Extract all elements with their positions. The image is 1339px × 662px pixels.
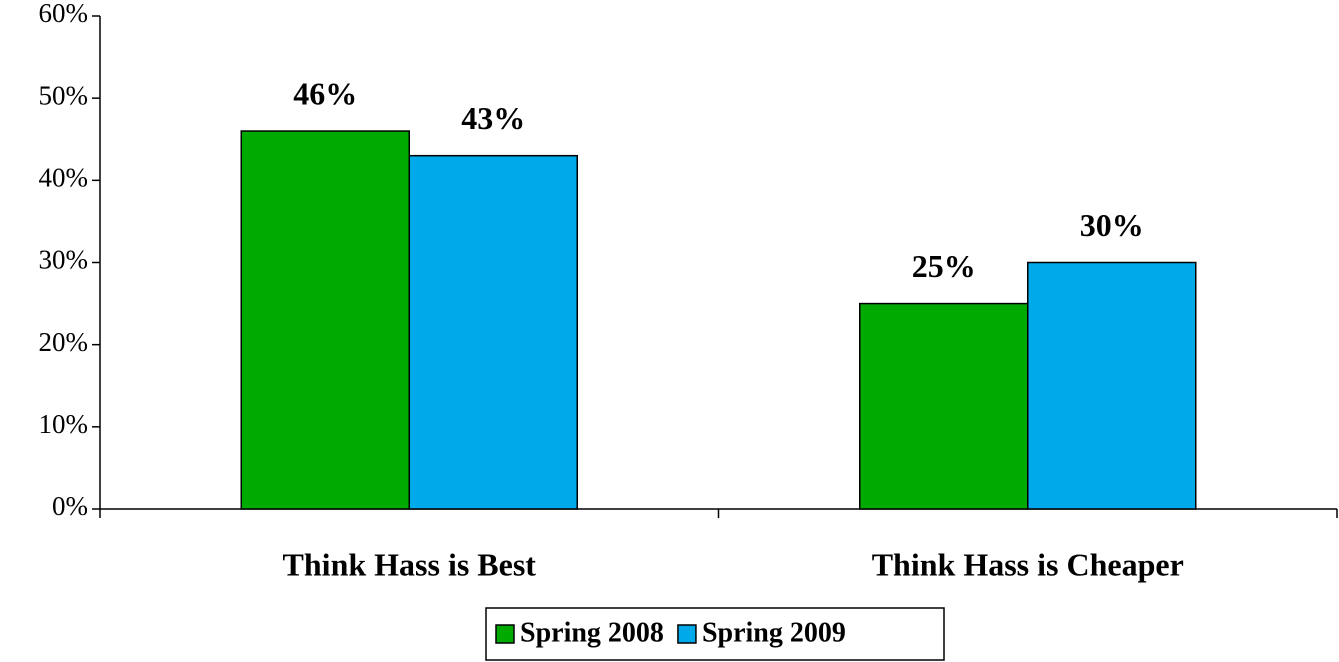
data-label: 46% xyxy=(293,75,357,111)
legend xyxy=(485,607,945,661)
bar xyxy=(859,302,1029,510)
y-tick-label: 10% xyxy=(39,409,89,439)
legend-label: Spring 2009 xyxy=(702,617,846,648)
data-label: 30% xyxy=(1080,207,1144,243)
y-tick-label: 30% xyxy=(39,245,89,275)
legend-swatch xyxy=(677,624,697,644)
y-tick-label: 0% xyxy=(52,491,88,521)
y-tick-label: 20% xyxy=(39,327,89,357)
legend-label: Spring 2008 xyxy=(520,617,664,648)
y-tick-label: 60% xyxy=(39,0,89,28)
y-tick-label: 40% xyxy=(39,163,89,193)
bar xyxy=(240,130,410,510)
x-tick-label: Think Hass is Cheaper xyxy=(872,546,1184,582)
bar xyxy=(1027,261,1197,510)
data-label: 43% xyxy=(461,100,525,136)
x-tick-label: Think Hass is Best xyxy=(283,546,537,582)
y-tick-label: 50% xyxy=(39,80,89,110)
bar xyxy=(408,154,578,510)
legend-swatch xyxy=(495,624,515,644)
data-label: 25% xyxy=(912,248,976,284)
